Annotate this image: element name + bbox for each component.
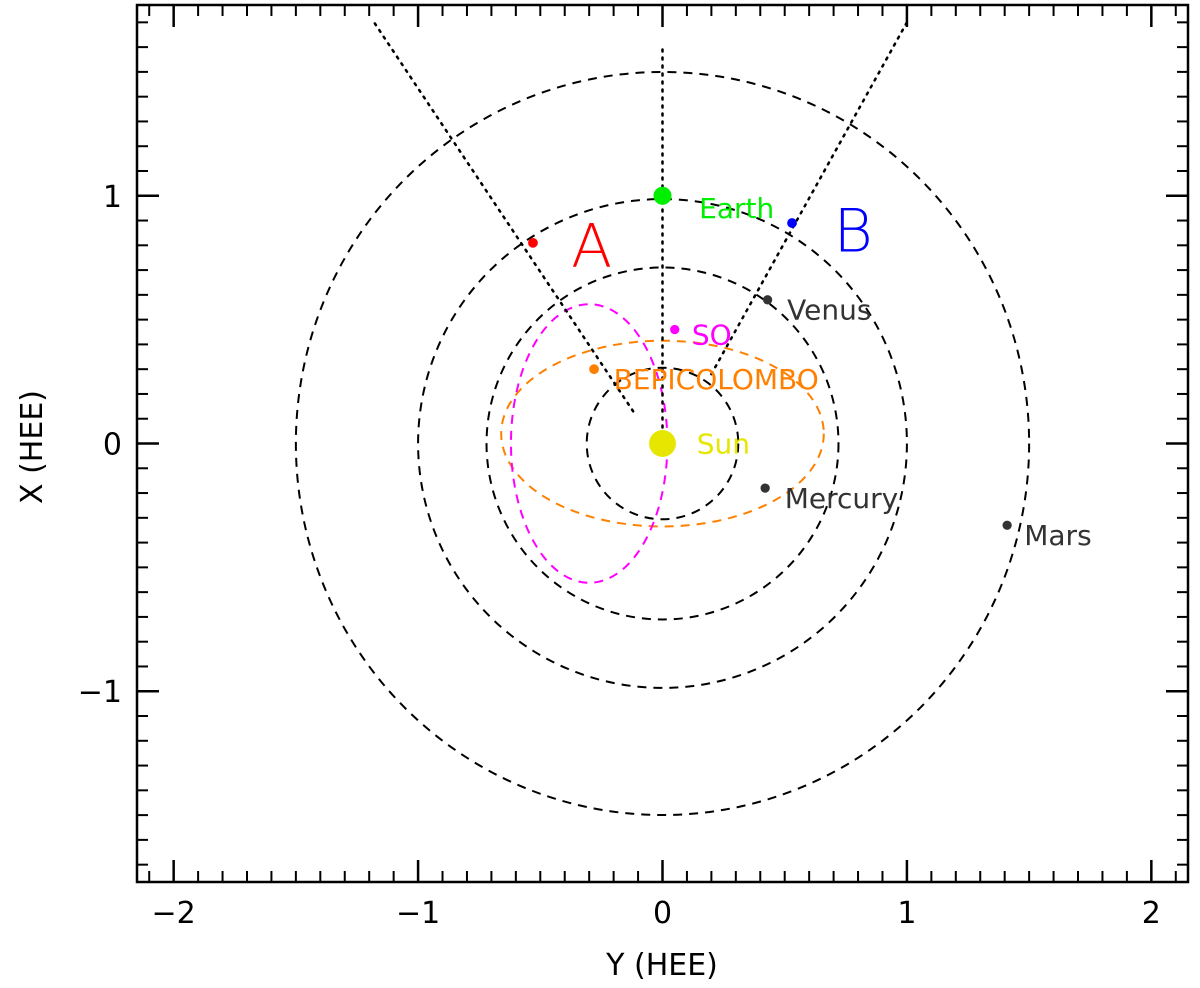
mercury-orbit xyxy=(585,366,740,521)
venus-label: Venus xyxy=(787,294,871,327)
x-tick-label: −2 xyxy=(152,896,196,931)
stereo-b-sight-line xyxy=(710,21,909,376)
so-marker xyxy=(670,324,680,335)
mars-label: Mars xyxy=(1024,519,1091,552)
axes-layer: −2 −1 0 1 2 −1 0 1 xyxy=(78,3,1190,931)
y-tick-label: 0 xyxy=(103,428,122,463)
x-axis-title: Y (HEE) xyxy=(605,948,718,983)
mercury-marker xyxy=(760,483,770,493)
bodies-layer xyxy=(528,186,1012,530)
so-label: SO xyxy=(692,318,732,351)
x-tick-label: 0 xyxy=(653,896,672,931)
mars-orbit xyxy=(294,70,1031,817)
earth-label: Earth xyxy=(699,192,774,225)
y-axis-title: X (HEE) xyxy=(15,390,50,504)
labels-layer: Sun Mercury Venus Earth Mars BEPICOLOMBO SO A B xyxy=(571,192,1092,552)
x-tick-label: −1 xyxy=(396,896,440,931)
bepicolombo-marker xyxy=(589,364,599,375)
x-tick-label: 2 xyxy=(1142,896,1161,931)
sun-label: Sun xyxy=(697,428,750,461)
so-orbit xyxy=(509,303,669,584)
stereo-a-marker xyxy=(528,237,538,248)
label-b: B xyxy=(833,196,872,266)
sun-marker xyxy=(649,430,676,457)
venus-marker xyxy=(762,295,773,305)
bepicolombo-label: BEPICOLOMBO xyxy=(614,363,819,396)
y-tick-label: −1 xyxy=(78,675,122,710)
earth-marker xyxy=(653,186,672,205)
stereo-b-marker xyxy=(787,218,797,228)
sight-lines-layer xyxy=(372,21,909,445)
y-tick-label: 1 xyxy=(103,180,122,215)
mercury-label: Mercury xyxy=(785,482,899,515)
stereo-a-sight-line xyxy=(372,21,635,413)
venus-orbit xyxy=(485,266,840,621)
earth-orbit xyxy=(417,198,908,689)
label-a: A xyxy=(571,211,612,281)
mars-marker xyxy=(1002,520,1012,530)
x-tick-label: 1 xyxy=(897,896,916,931)
